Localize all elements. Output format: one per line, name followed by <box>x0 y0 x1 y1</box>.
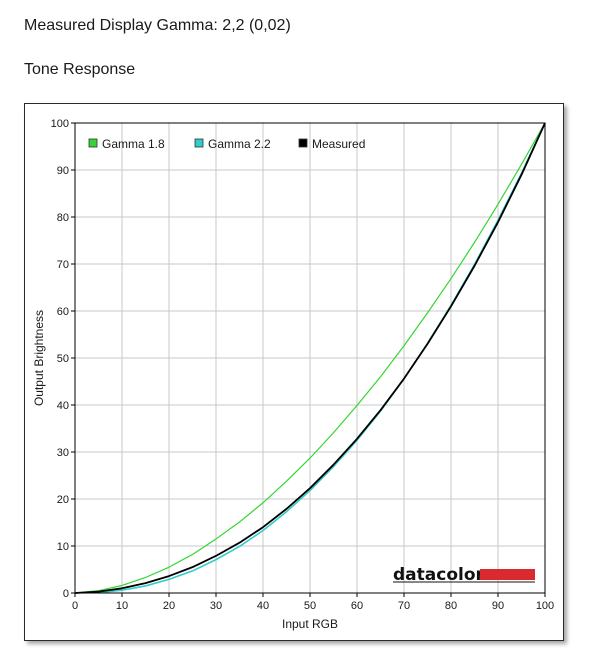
legend-label: Measured <box>312 137 365 151</box>
legend-swatch <box>88 138 98 148</box>
plot-border <box>74 122 546 594</box>
x-axis-label: Input RGB <box>282 617 338 631</box>
measured-gamma-heading: Measured Display Gamma: 2,2 (0,02) <box>24 17 291 34</box>
legend-label: Gamma 2.2 <box>208 137 271 151</box>
y-tick-label: 70 <box>57 259 69 271</box>
datacolor-logo-bar <box>480 569 535 580</box>
series-lines <box>74 122 546 594</box>
series-line-measured <box>74 122 546 594</box>
x-tick-label: 60 <box>351 600 363 612</box>
axis-ticks: 0 10 20 30 40 50 60 70 80 90 100 0 10 20 30 40 50 60 70 80 9… <box>51 118 555 612</box>
legend-label: Gamma 1.8 <box>102 137 165 151</box>
y-axis-label: Output Brightness <box>32 310 46 406</box>
y-tick-label: 40 <box>57 400 69 412</box>
y-tick-label: 100 <box>51 118 69 130</box>
y-tick-label: 60 <box>57 306 69 318</box>
x-tick-label: 50 <box>304 600 316 612</box>
x-tick-label: 90 <box>492 600 504 612</box>
y-tick-label: 0 <box>63 588 69 600</box>
x-tick-label: 10 <box>116 600 128 612</box>
grid <box>75 123 545 593</box>
x-tick-label: 20 <box>163 600 175 612</box>
x-tick-label: 40 <box>257 600 269 612</box>
y-tick-label: 50 <box>57 353 69 365</box>
datacolor-logo-text: datacolor <box>393 565 485 585</box>
y-tick-label: 80 <box>57 212 69 224</box>
y-tick-label: 90 <box>57 165 69 177</box>
x-tick-label: 100 <box>536 600 554 612</box>
datacolor-logo: datacolor <box>393 565 535 585</box>
legend-swatch <box>298 138 308 148</box>
x-tick-label: 30 <box>210 600 222 612</box>
tone-response-title: Tone Response <box>24 61 136 78</box>
legend: Gamma 1.8 Gamma 2.2 Measured <box>88 137 365 151</box>
legend-swatch <box>194 138 204 148</box>
x-tick-label: 0 <box>72 600 78 612</box>
y-tick-label: 20 <box>57 494 69 506</box>
x-tick-label: 70 <box>398 600 410 612</box>
x-tick-label: 80 <box>445 600 457 612</box>
series-line-gamma-1-8 <box>74 122 546 594</box>
y-tick-label: 30 <box>57 447 69 459</box>
y-tick-label: 10 <box>57 541 69 553</box>
